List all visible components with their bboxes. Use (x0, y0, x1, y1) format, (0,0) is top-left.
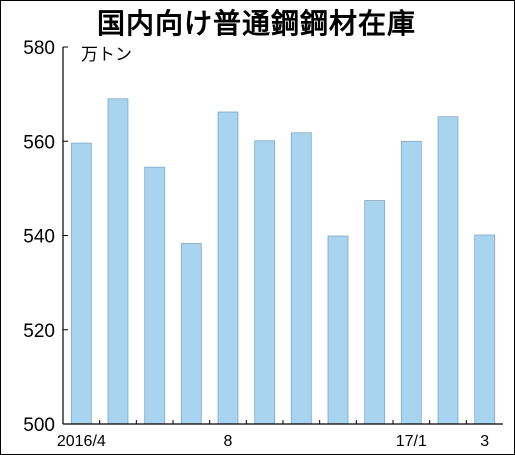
bar-5 (107, 98, 129, 425)
bars-group (70, 98, 496, 425)
y-tick-label: 520 (23, 321, 55, 342)
x-tick-label: 17/1 (396, 433, 427, 450)
axes-group (62, 47, 503, 425)
bar-2016-4 (70, 142, 92, 425)
bar-12 (364, 200, 386, 425)
y-tick-label: 540 (23, 227, 55, 248)
x-ticks-group: 2016/4 8 17/1 3 (57, 420, 489, 450)
y-ticks-group: 500 520 540 560 580 (23, 38, 68, 436)
bar-3 (474, 234, 496, 425)
bar-9 (254, 140, 276, 425)
bar-11 (327, 235, 349, 425)
bar-10 (290, 132, 312, 425)
bar-8 (217, 111, 239, 425)
y-axis-unit-label: 万トン (81, 45, 132, 64)
bar-7 (180, 243, 202, 425)
x-tick-label: 3 (480, 433, 489, 450)
bar-2 (437, 116, 459, 425)
bar-6 (144, 166, 166, 425)
y-tick-label: 500 (23, 415, 55, 436)
y-tick-label: 560 (23, 132, 55, 153)
y-tick-label: 580 (23, 38, 55, 59)
chart-title: 国内向け普通鋼鋼材在庫 (96, 7, 416, 40)
x-tick-label: 2016/4 (57, 433, 106, 450)
bar-17-1 (400, 140, 422, 425)
x-tick-label: 8 (224, 433, 233, 450)
